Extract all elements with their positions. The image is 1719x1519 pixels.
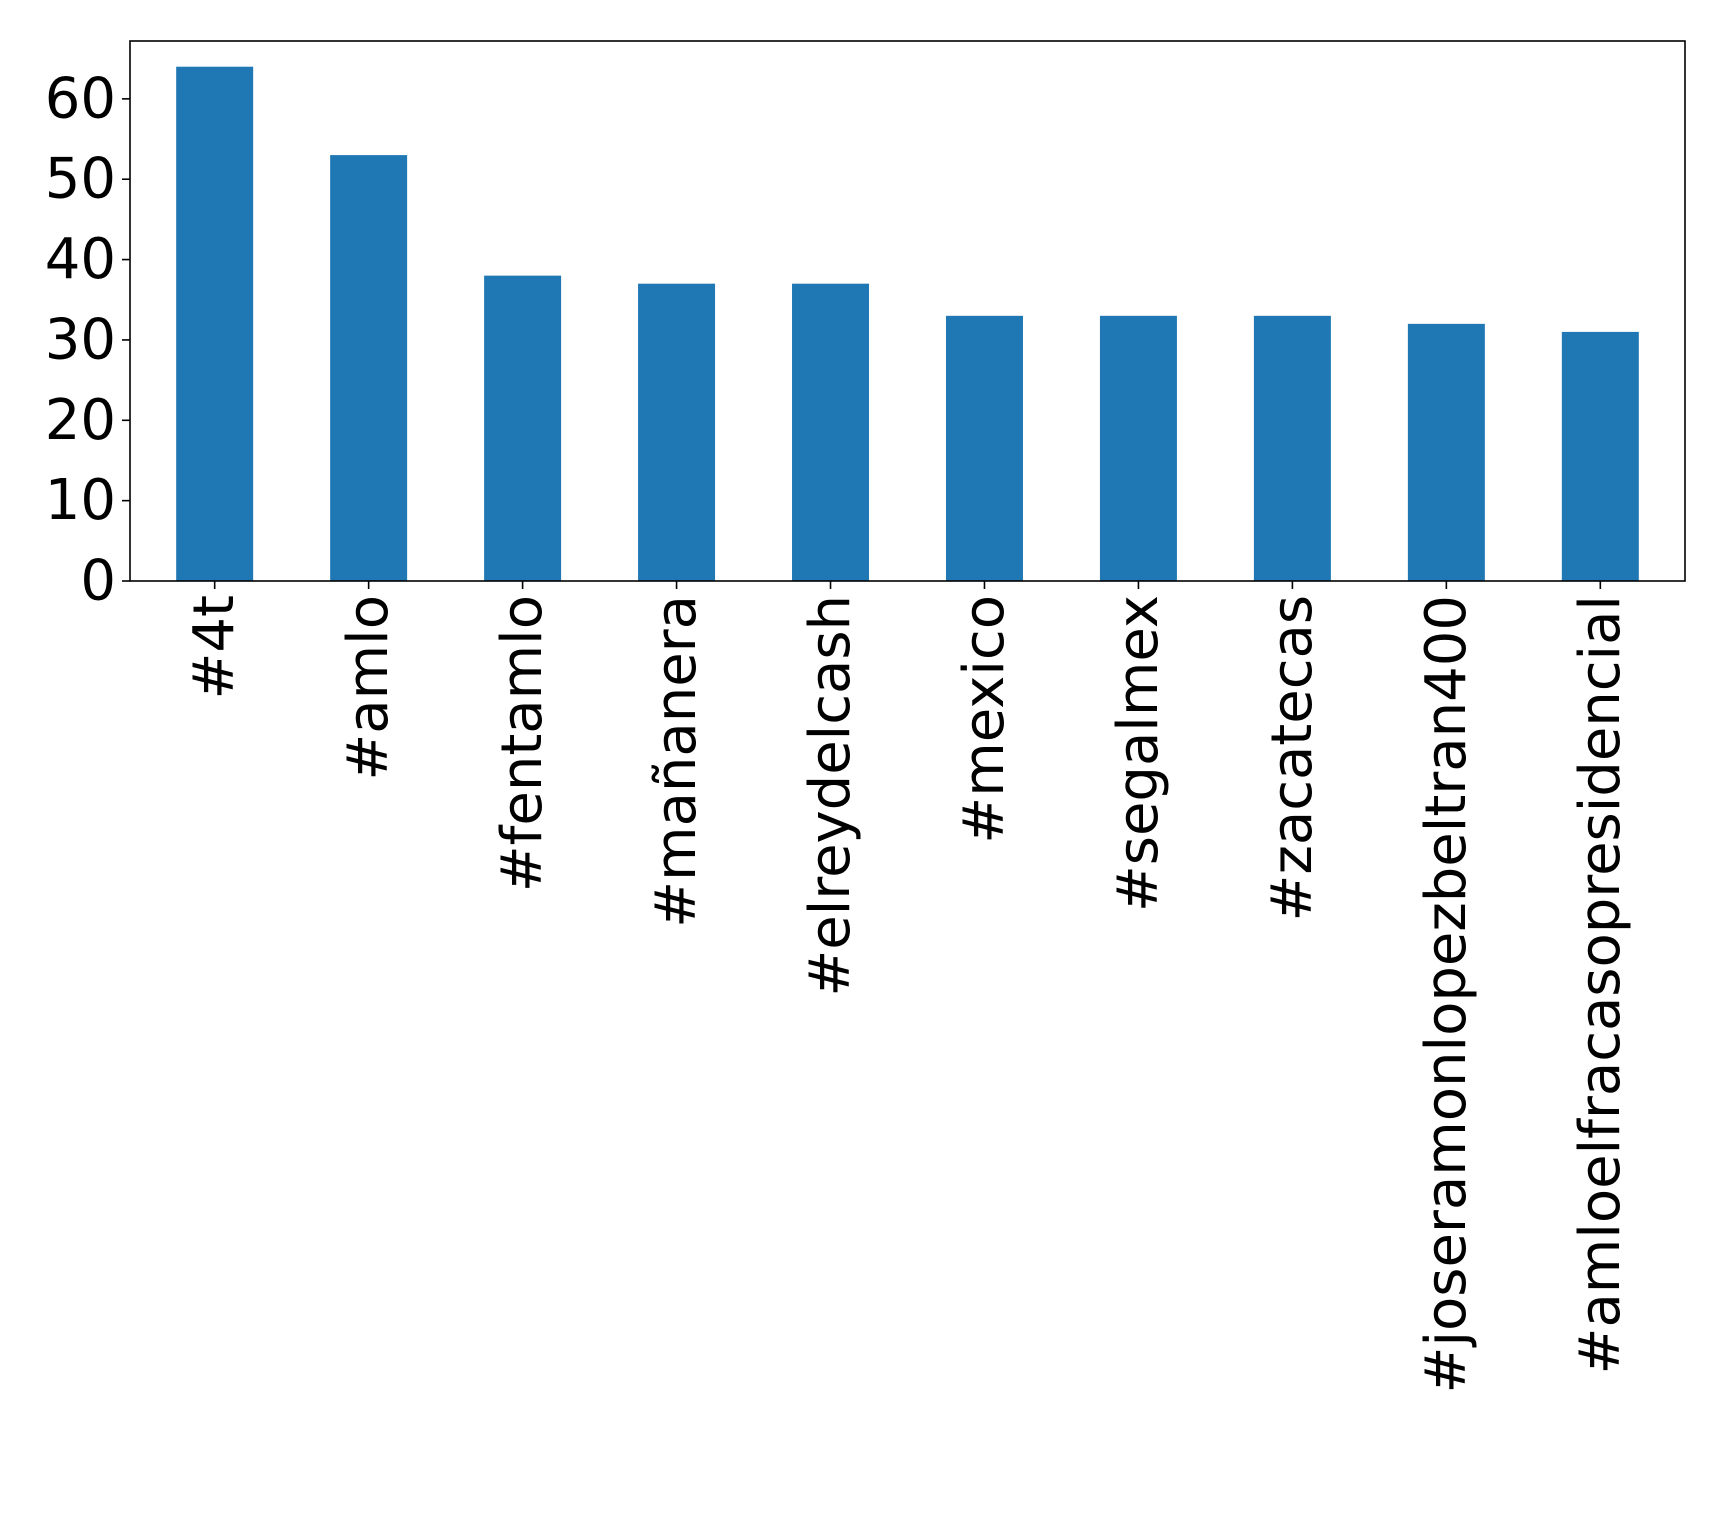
bar-9 <box>1561 331 1639 581</box>
y-tick-label: 20 <box>45 388 116 453</box>
y-tick-label: 0 <box>80 549 116 614</box>
bar-5 <box>945 315 1023 581</box>
x-tick-label: #amloelfracasopresidencial <box>1568 595 1633 1374</box>
bar-8 <box>1407 323 1485 581</box>
x-axis: #4t #amlo #fentamlo #mañanera #elreydelcash #… <box>182 581 1633 1393</box>
x-tick-label: #zacatecas <box>1260 595 1325 921</box>
bar-0 <box>176 66 254 581</box>
x-tick-label: #mañanera <box>644 595 709 928</box>
x-tick-label: #amlo <box>336 595 401 781</box>
x-tick-label: #joseramonlopezbeltran400 <box>1414 595 1479 1393</box>
x-tick-label: #mexico <box>952 595 1017 844</box>
bar-3 <box>638 283 716 581</box>
x-tick-label: #fentamlo <box>490 595 555 892</box>
x-tick-label: #4t <box>182 595 247 700</box>
y-tick-label: 40 <box>45 227 116 292</box>
y-tick-label: 10 <box>45 468 116 533</box>
bar-2 <box>484 275 562 581</box>
bar-6 <box>1099 315 1177 581</box>
bars-layer <box>176 66 1639 581</box>
y-tick-label: 30 <box>45 307 116 372</box>
y-tick-label: 50 <box>45 147 116 212</box>
bar-4 <box>792 283 870 581</box>
x-tick-label: #segalmex <box>1106 595 1171 912</box>
bar-1 <box>330 155 408 581</box>
plot-area-frame <box>129 40 1686 582</box>
bar-7 <box>1253 315 1331 581</box>
y-axis: 0 10 20 30 40 50 60 <box>45 66 130 614</box>
x-tick-label: #elreydelcash <box>798 595 863 997</box>
y-tick-label: 60 <box>45 66 116 131</box>
